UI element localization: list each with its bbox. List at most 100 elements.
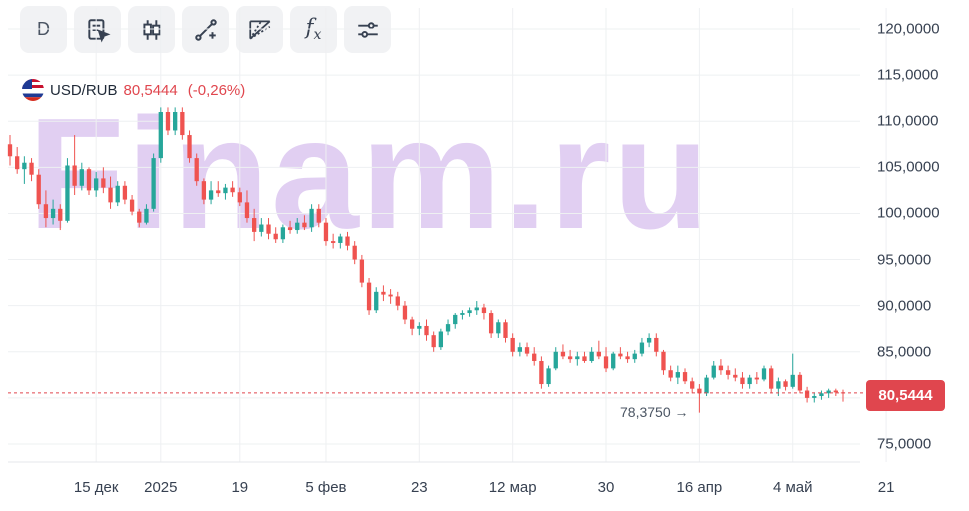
y-tick-label: 75,0000	[877, 435, 932, 453]
candle-body	[316, 208, 321, 223]
candle-body	[733, 374, 738, 378]
y-tick-label: 105,0000	[877, 158, 940, 176]
x-tick-label: 30	[597, 479, 615, 496]
last-price-tag: 80,5444	[866, 380, 945, 411]
candle-body	[611, 353, 616, 369]
candle-body	[812, 396, 817, 398]
y-tick-label: 100,0000	[877, 204, 940, 222]
candle-body	[804, 390, 810, 398]
candle-body	[783, 381, 788, 387]
candle-body	[553, 351, 558, 369]
candle-body	[654, 337, 659, 352]
candle-body	[115, 185, 120, 203]
x-tick-label: 16 апр	[676, 479, 723, 496]
candle-body	[58, 208, 63, 221]
candle-body	[453, 314, 458, 325]
candle-body	[761, 368, 767, 380]
x-tick-label: 5 фев	[305, 479, 347, 496]
y-tick-label: 110,0000	[877, 112, 939, 130]
candles	[7, 107, 846, 413]
candle-body	[826, 390, 831, 394]
candle-body	[144, 208, 149, 223]
candle-body	[352, 245, 357, 260]
candle-body	[790, 374, 795, 387]
candle-body	[460, 313, 465, 315]
candle-body	[7, 144, 13, 157]
x-tick-label: 19	[231, 479, 249, 496]
candle-body	[589, 351, 594, 361]
candle-body	[546, 368, 551, 385]
y-tick-label: 120,0000	[877, 20, 940, 38]
candle-body	[445, 324, 451, 332]
candle-body	[302, 222, 307, 228]
candle-body	[259, 224, 264, 232]
candle-body	[72, 165, 77, 186]
candle-body	[539, 361, 544, 385]
x-tick-label: 15 дек	[73, 479, 119, 496]
candle-body	[467, 310, 472, 314]
candle-body	[438, 331, 444, 348]
candle-body	[287, 227, 293, 231]
candle-body	[431, 335, 436, 348]
candle-body	[187, 135, 192, 159]
candle-body	[108, 187, 113, 203]
candle-body	[122, 185, 128, 200]
candle-body	[524, 347, 530, 354]
y-tick-label: 95,0000	[877, 251, 932, 269]
candle-body	[503, 322, 508, 338]
legend: USD/RUB 80,5444 (-0,26%)	[22, 79, 245, 101]
candle-body	[409, 319, 415, 329]
candle-body	[661, 351, 666, 371]
x-tick-label: 23	[410, 479, 428, 496]
x-tick-label: 2025	[144, 479, 178, 496]
candle-body	[675, 372, 680, 378]
candle-body	[252, 218, 257, 232]
candle-body	[596, 351, 601, 357]
candle-body	[639, 342, 645, 354]
candle-body	[603, 356, 609, 369]
candle-body	[704, 377, 709, 394]
candle-body	[632, 353, 637, 360]
candle-body	[359, 259, 365, 283]
grid	[8, 8, 887, 462]
candle-body	[424, 325, 429, 336]
candle-body	[496, 322, 501, 334]
candle-body	[582, 356, 587, 361]
candle-body	[101, 178, 106, 188]
candle-body	[560, 351, 566, 357]
candle-body	[180, 112, 185, 136]
candle-body	[194, 158, 199, 182]
candle-body	[338, 236, 343, 243]
x-tick-label: 4 май	[772, 479, 813, 496]
candle-body	[646, 337, 652, 343]
us-ru-flag-icon	[22, 79, 44, 101]
candle-body	[15, 156, 20, 170]
y-tick-label: 115,0000	[877, 66, 939, 84]
candle-body	[223, 187, 228, 194]
candle-body	[417, 325, 422, 329]
candle-body	[718, 365, 724, 371]
candle-body	[754, 377, 759, 380]
candle-body	[237, 192, 242, 203]
candle-body	[173, 112, 178, 131]
candle-body	[488, 313, 494, 334]
candle-body	[50, 208, 56, 219]
candle-body	[776, 381, 781, 389]
candle-body	[381, 291, 386, 295]
candle-body	[668, 370, 673, 378]
candle-body	[216, 190, 221, 194]
candle-body	[402, 305, 408, 320]
current-price: 80,5444	[123, 81, 178, 99]
sliders-icon	[357, 21, 378, 38]
candle-body	[94, 178, 99, 191]
candle-body	[769, 368, 774, 389]
candle-body	[682, 372, 688, 382]
candle-body	[230, 187, 235, 193]
candle-body	[395, 296, 400, 306]
candle-body	[797, 374, 803, 391]
candle-body	[740, 377, 745, 385]
candle-body	[158, 112, 163, 159]
candle-body	[309, 208, 314, 228]
candle-body	[36, 174, 41, 205]
